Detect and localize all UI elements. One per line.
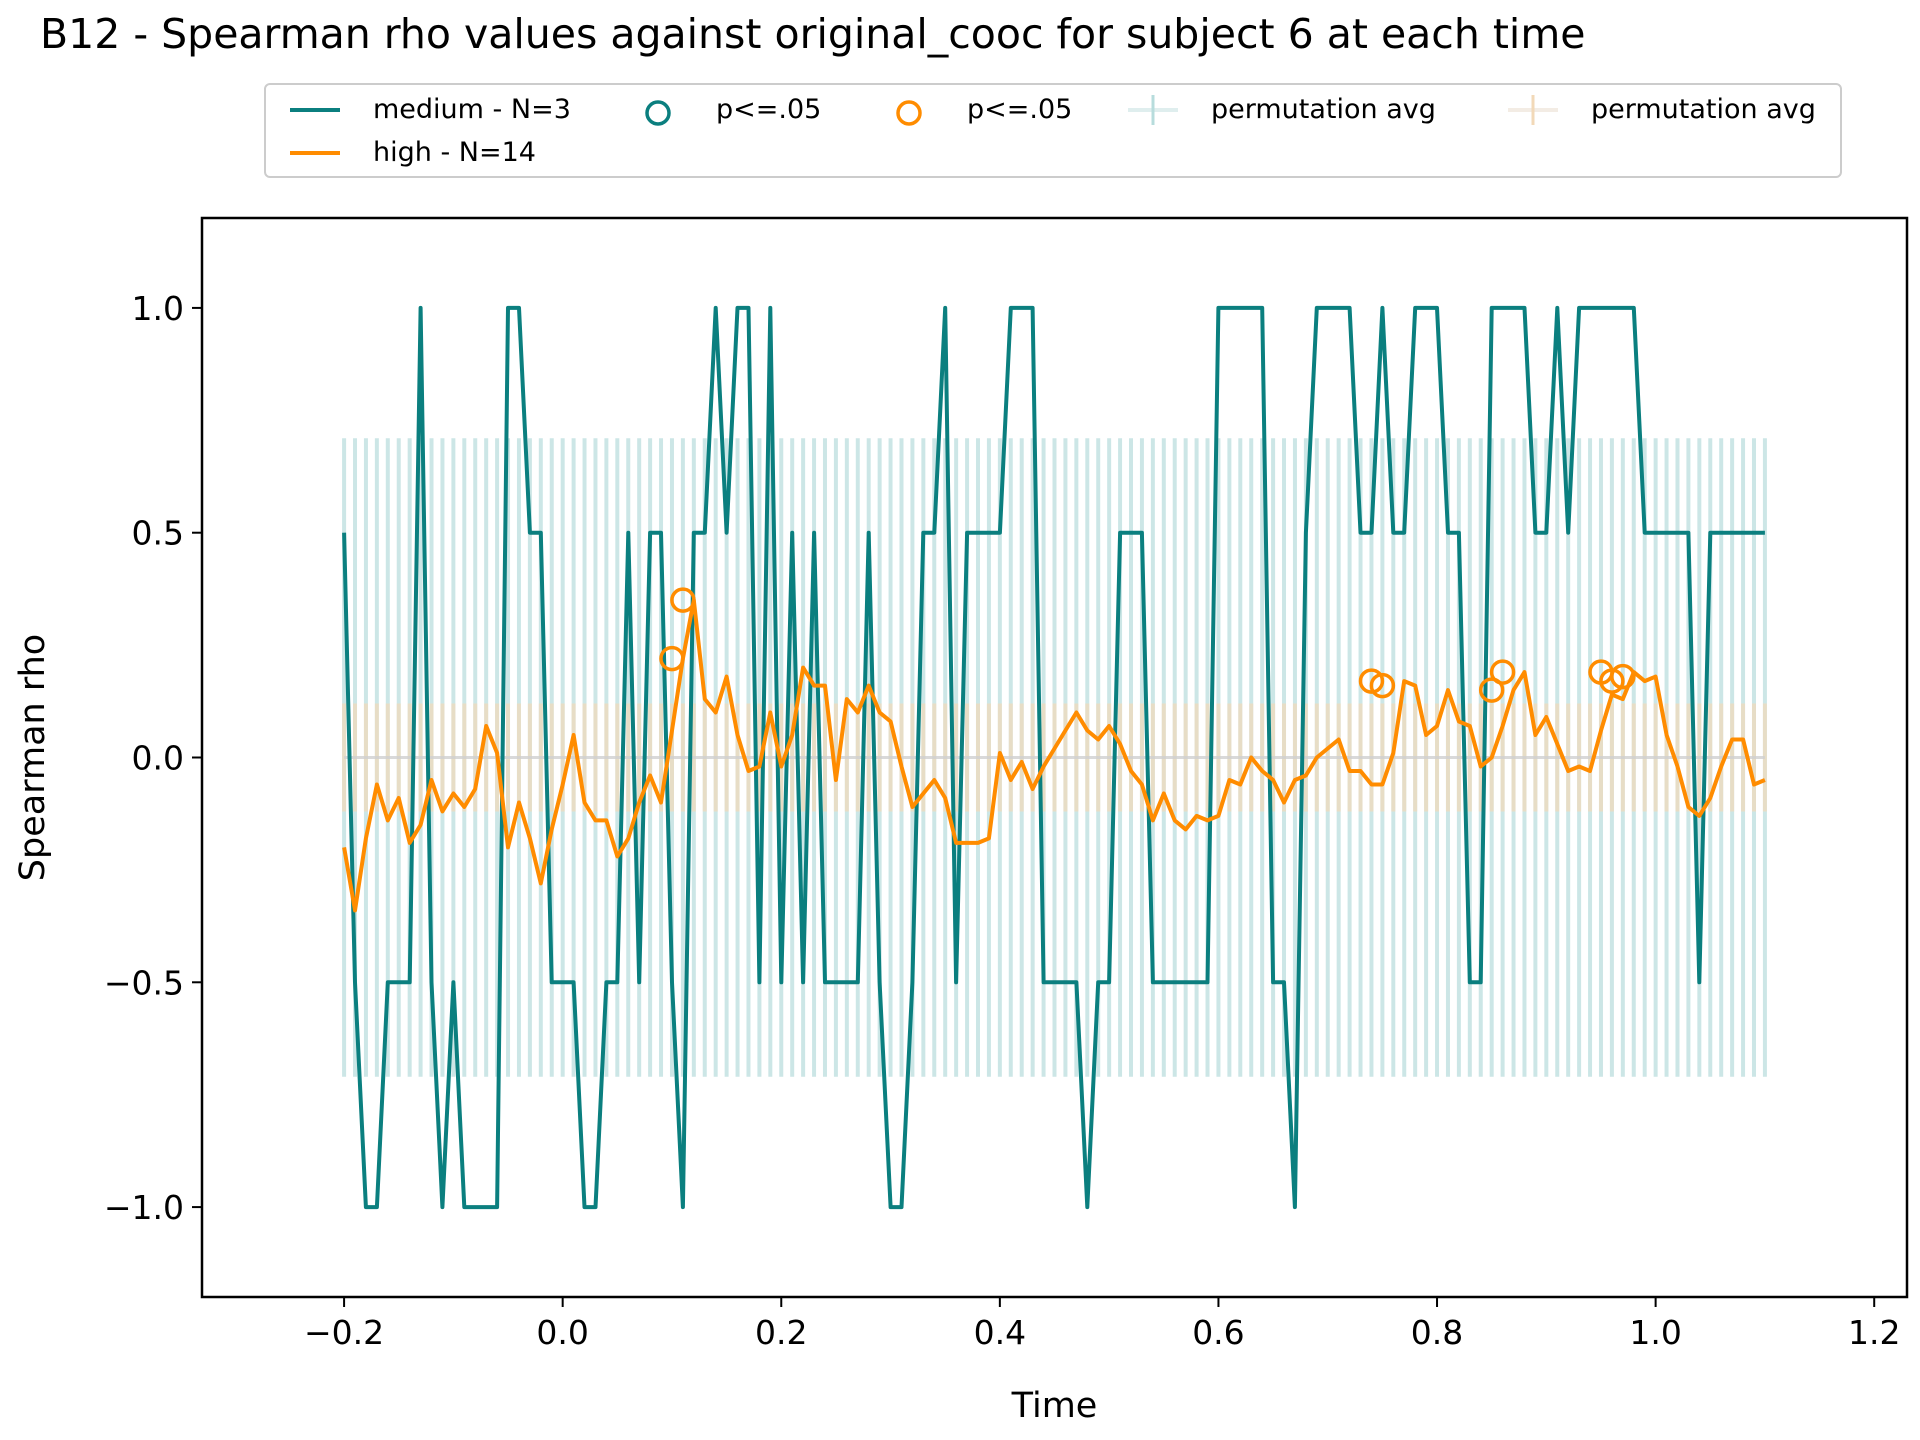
x-tick-label: 0.0 xyxy=(536,1313,588,1352)
legend-label: p<=.05 xyxy=(967,94,1073,125)
significance-marker xyxy=(659,645,685,672)
x-tick-label: 1.0 xyxy=(1629,1313,1681,1352)
y-tick-label: 0.0 xyxy=(132,739,184,778)
chart-title: B12 - Spearman rho values against origin… xyxy=(40,10,1586,58)
legend-errorbar-teal-icon xyxy=(1128,95,1178,125)
x-tick-label: −0.2 xyxy=(304,1313,384,1352)
y-axis-label: Spearman rho xyxy=(13,634,53,881)
significance-marker xyxy=(1610,663,1636,690)
significance-marker xyxy=(1489,659,1516,685)
significance-markers xyxy=(659,587,1636,703)
x-ticks: −0.2 0.0 0.2 0.4 0.6 0.8 1.0 1.2 xyxy=(304,1297,1900,1352)
legend-label: p<=.05 xyxy=(716,94,822,125)
series-lines xyxy=(342,305,1766,1210)
y-tick-label: 0.5 xyxy=(132,514,184,553)
x-tick-label: 1.2 xyxy=(1848,1313,1900,1352)
legend-label: permutation avg xyxy=(1211,94,1436,125)
x-tick-label: 0.4 xyxy=(974,1313,1026,1352)
series-line-medium xyxy=(342,305,1765,1210)
permutation-high-errorbars xyxy=(342,703,1767,812)
significance-marker xyxy=(1369,672,1396,699)
legend-line-high-icon xyxy=(290,151,340,155)
legend-label: high - N=14 xyxy=(373,137,536,168)
legend-errorbar-orange-icon xyxy=(1508,95,1558,125)
x-tick-label: 0.8 xyxy=(1411,1313,1463,1352)
legend: medium - N=3 high - N=14 p<=.05 p<=.05 p… xyxy=(264,83,1842,178)
y-tick-label: −1.0 xyxy=(104,1188,184,1227)
series-line-high xyxy=(342,598,1766,913)
y-ticks: 1.0 0.5 0.0 −0.5 −1.0 xyxy=(104,289,202,1227)
y-tick-label: 1.0 xyxy=(132,289,184,328)
y-tick-label: −0.5 xyxy=(104,963,184,1002)
x-tick-label: 0.2 xyxy=(755,1313,807,1352)
significance-marker xyxy=(670,587,696,613)
legend-line-medium-icon xyxy=(290,108,340,112)
x-axis-label: Time xyxy=(1011,1386,1098,1426)
legend-label: permutation avg xyxy=(1591,94,1816,125)
legend-circle-orange-icon xyxy=(896,100,922,126)
x-tick-label: 0.6 xyxy=(1192,1313,1244,1352)
significance-marker xyxy=(1478,677,1505,703)
legend-label: medium - N=3 xyxy=(373,94,571,125)
legend-circle-teal-icon xyxy=(645,100,671,126)
